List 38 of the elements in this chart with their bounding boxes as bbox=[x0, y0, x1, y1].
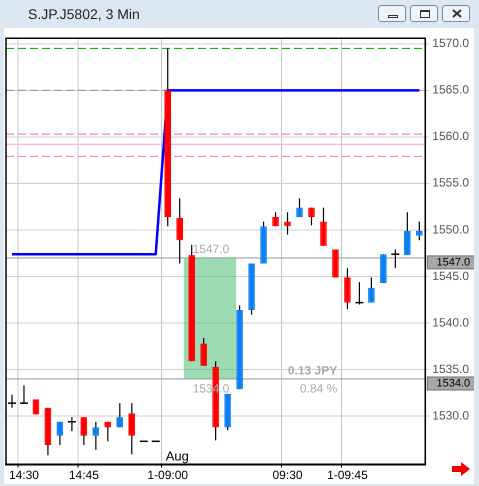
y-tick-label: 1560.0 bbox=[432, 129, 470, 144]
candlestick bbox=[308, 207, 315, 226]
y-tick-label: 1535.0 bbox=[432, 362, 470, 376]
annotation: 1547.0 bbox=[192, 242, 230, 256]
y-tick-label: 1540.0 bbox=[432, 315, 470, 330]
y-tick-label: 1550.0 bbox=[432, 222, 470, 236]
candlestick bbox=[200, 337, 207, 367]
candlestick bbox=[344, 268, 351, 310]
candlestick bbox=[56, 421, 64, 446]
ref-line-label: 1534.0 bbox=[436, 377, 470, 390]
ref-line-label: 1547.0 bbox=[436, 256, 470, 268]
x-tick-label: 14:45 bbox=[68, 468, 100, 482]
candlestick bbox=[176, 198, 184, 264]
candlestick bbox=[272, 212, 279, 227]
annotation: 0.13 JPY bbox=[288, 363, 338, 378]
candlestick bbox=[80, 416, 88, 446]
candlestick bbox=[296, 198, 303, 218]
annotation: 0.84 % bbox=[300, 381, 338, 396]
y-tick-label: 1565.0 bbox=[432, 82, 470, 97]
x-tick-label: 14:30 bbox=[8, 468, 40, 482]
annotation: Aug bbox=[166, 448, 189, 464]
x-tick-label: 09:30 bbox=[272, 468, 303, 482]
candlestick bbox=[128, 402, 136, 455]
candlestick bbox=[320, 207, 327, 246]
y-tick-label: 1530.0 bbox=[432, 408, 470, 422]
candlestick bbox=[368, 276, 375, 304]
candlestick bbox=[404, 212, 411, 256]
candlestick bbox=[116, 402, 124, 428]
y-tick-label: 1545.0 bbox=[432, 268, 470, 283]
x-tick-label: 1-09:45 bbox=[327, 468, 368, 482]
y-tick-label: 1555.0 bbox=[432, 176, 470, 190]
candlestick bbox=[104, 421, 112, 442]
x-tick-label: 1-09:00 bbox=[147, 468, 188, 482]
candlestick bbox=[416, 221, 423, 241]
candlestick bbox=[284, 212, 291, 236]
y-tick-label: 1570.0 bbox=[432, 36, 470, 50]
chart-title: S.JP.J5802, 3 Min bbox=[28, 6, 140, 22]
candlestick bbox=[92, 421, 100, 450]
